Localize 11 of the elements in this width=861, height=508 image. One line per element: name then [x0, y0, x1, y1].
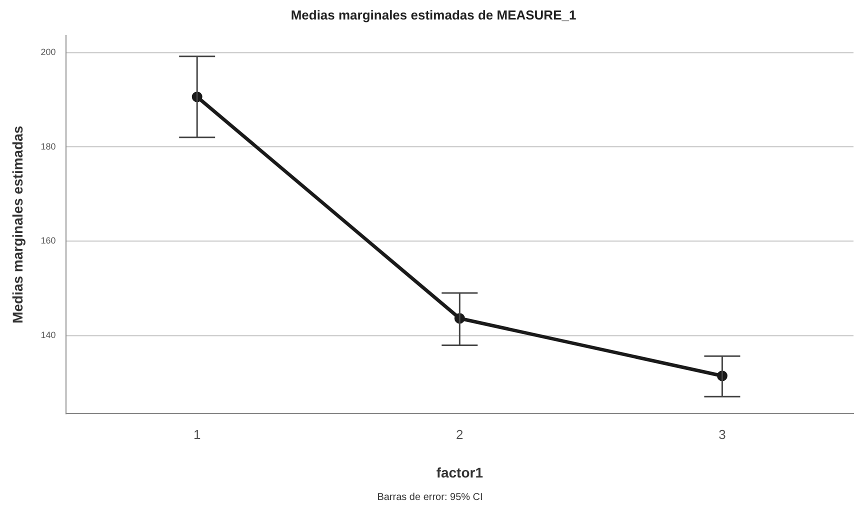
y-tick-label: 140 — [40, 330, 56, 340]
x-tick-label: 1 — [193, 426, 201, 442]
x-axis-title: factor1 — [436, 464, 484, 480]
y-tick-label: 180 — [40, 141, 56, 152]
y-tick-label: 200 — [40, 47, 56, 58]
x-tick-label: 3 — [718, 426, 726, 442]
chart-title: Medias marginales estimadas de MEASURE_1 — [290, 7, 576, 22]
x-tick-label: 2 — [456, 426, 464, 442]
text: Barras de error: 95% CI — [377, 492, 483, 503]
y-tick-label: 160 — [40, 236, 56, 246]
y-axis-title: Medias marginales estimadas — [9, 126, 26, 324]
